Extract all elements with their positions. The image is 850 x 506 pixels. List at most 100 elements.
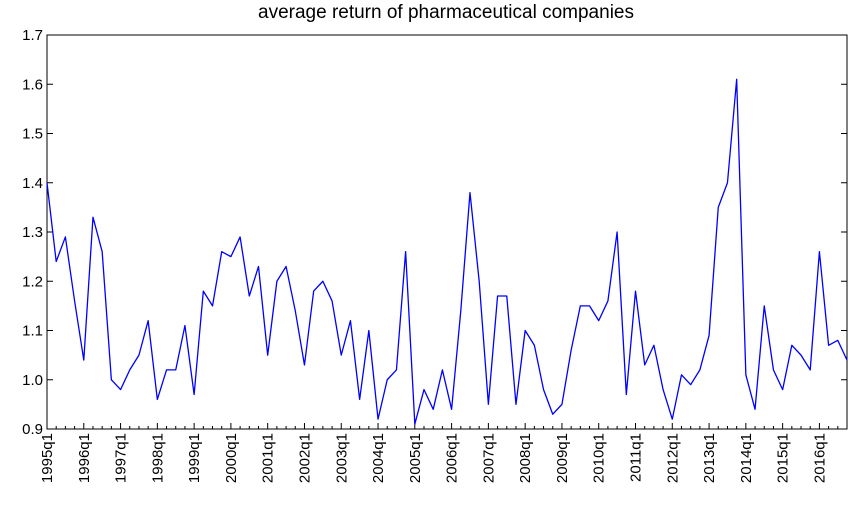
series-line (46, 78, 848, 425)
data-point (202, 290, 204, 292)
data-point (717, 206, 719, 208)
y-axis: 0.9 1.0 1.1 1.2 1.3 1.4 1.5 1.6 1.7 (22, 27, 847, 438)
data-point (73, 300, 75, 302)
y-tick-label: 1.3 (22, 224, 43, 241)
x-tick-label: 2007q1 (480, 433, 497, 483)
data-point (83, 359, 85, 361)
data-point (46, 182, 48, 184)
data-point (772, 369, 774, 371)
data-point (460, 310, 462, 312)
data-point (285, 265, 287, 267)
data-point (303, 364, 305, 366)
data-point (55, 260, 57, 262)
data-point (745, 374, 747, 376)
data-point (322, 280, 324, 282)
y-tick-label: 1.2 (22, 273, 43, 290)
data-point (358, 398, 360, 400)
data-point (165, 369, 167, 371)
x-tick-label: 2004q1 (370, 433, 387, 483)
data-point (404, 251, 406, 253)
x-tick-label: 2005q1 (407, 433, 424, 483)
data-point (175, 369, 177, 371)
data-point (625, 393, 627, 395)
data-point (680, 374, 682, 376)
data-point (368, 329, 370, 331)
data-point (781, 388, 783, 390)
data-point (248, 295, 250, 297)
data-point (506, 295, 508, 297)
data-point (230, 255, 232, 257)
data-point (735, 78, 737, 80)
data-point (726, 182, 728, 184)
data-point (791, 344, 793, 346)
x-tick-label: 2013q1 (701, 433, 718, 483)
x-tick-label: 2011q1 (628, 433, 645, 482)
data-point (478, 280, 480, 282)
x-axis: 1995q1 1996q1 1997q1 1998q1 1999q1 2000q1 2001… (39, 423, 848, 483)
data-point (101, 251, 103, 253)
data-point (386, 379, 388, 381)
data-point (349, 319, 351, 321)
data-point (257, 265, 259, 267)
data-point (763, 305, 765, 307)
data-point (689, 383, 691, 385)
data-point (699, 369, 701, 371)
data-point (662, 388, 664, 390)
data-point (276, 280, 278, 282)
data-point (552, 413, 554, 415)
data-point (837, 339, 839, 341)
data-point (221, 251, 223, 253)
x-tick-label: 1997q1 (113, 433, 130, 483)
data-point (671, 418, 673, 420)
data-point (239, 236, 241, 238)
data-point (616, 231, 618, 233)
x-tick-label: 1998q1 (149, 433, 166, 483)
data-point (92, 216, 94, 218)
y-tick-label: 1.4 (22, 175, 43, 192)
data-point (607, 300, 609, 302)
data-point (184, 324, 186, 326)
data-point (432, 408, 434, 410)
y-tick-label: 1.1 (22, 323, 43, 340)
data-point (588, 305, 590, 307)
data-point (156, 398, 158, 400)
data-point (211, 305, 213, 307)
data-point (395, 369, 397, 371)
x-tick-label: 2014q1 (738, 433, 755, 483)
x-tick-label: 1999q1 (186, 433, 203, 483)
data-point (129, 369, 131, 371)
data-point (524, 329, 526, 331)
data-point (579, 305, 581, 307)
data-point (809, 369, 811, 371)
data-point (827, 344, 829, 346)
data-point (708, 334, 710, 336)
data-point (340, 354, 342, 356)
x-tick-label: 2001q1 (260, 433, 277, 483)
data-point (312, 290, 314, 292)
data-point (598, 319, 600, 321)
data-point (110, 379, 112, 381)
data-point (450, 408, 452, 410)
y-tick-label: 1.0 (22, 372, 43, 389)
data-point (533, 344, 535, 346)
data-point (423, 388, 425, 390)
y-tick-label: 0.9 (22, 421, 43, 438)
data-point (469, 191, 471, 193)
data-point (800, 354, 802, 356)
x-tick-label: 1995q1 (39, 433, 56, 483)
data-point (119, 388, 121, 390)
data-point (377, 418, 379, 420)
data-point (561, 403, 563, 405)
data-point (294, 310, 296, 312)
data-point (487, 403, 489, 405)
data-point (515, 403, 517, 405)
x-tick-label: 2010q1 (591, 433, 608, 483)
x-tick-label: 2006q1 (444, 433, 461, 483)
x-tick-label: 2008q1 (517, 433, 534, 483)
x-tick-label: 2002q1 (296, 433, 313, 483)
data-point (441, 369, 443, 371)
data-point (138, 354, 140, 356)
data-point (818, 251, 820, 253)
y-tick-label: 1.6 (22, 76, 43, 93)
data-point (193, 393, 195, 395)
